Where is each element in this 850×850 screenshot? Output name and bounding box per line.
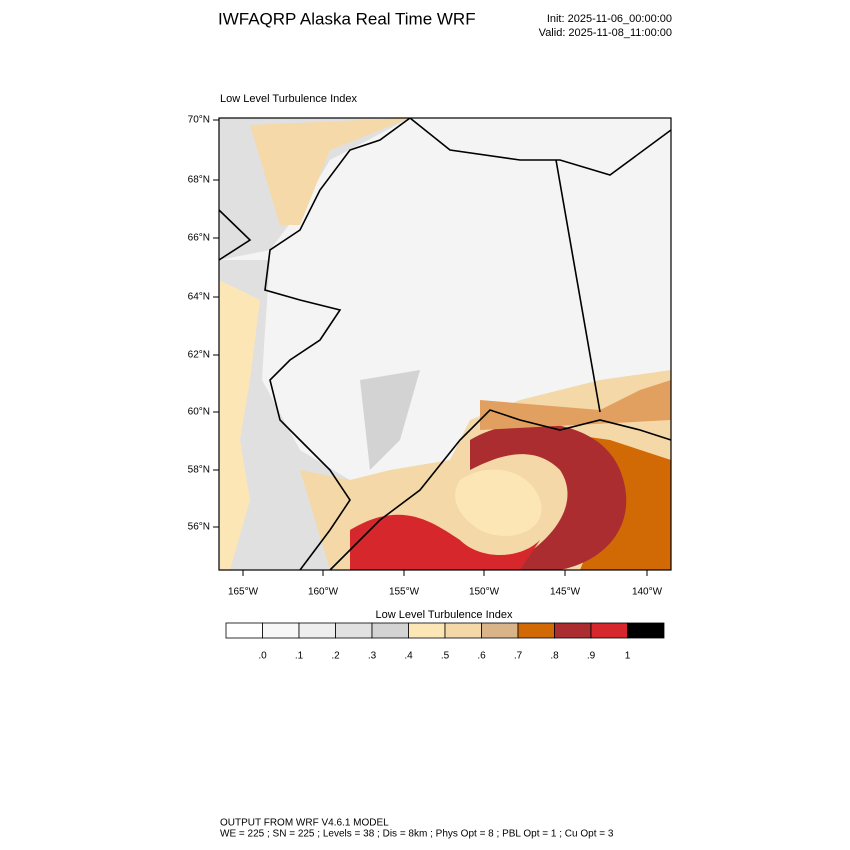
colorbar-box xyxy=(225,622,263,639)
map-field xyxy=(219,118,671,570)
colorbar-box xyxy=(554,622,592,639)
lon-label: 150°W xyxy=(469,587,500,598)
lat-label: 66°N xyxy=(188,233,210,244)
colorbar-box xyxy=(444,622,482,639)
map-frame xyxy=(218,117,672,571)
colorbar-label: .4 xyxy=(404,651,413,662)
coastline xyxy=(218,117,672,571)
lon-label: 160°W xyxy=(308,587,339,598)
colorbar-label: 1 xyxy=(625,651,631,662)
colorbar-box xyxy=(481,622,519,639)
colorbar-label: .0 xyxy=(258,651,267,662)
title: IWFAQRP Alaska Real Time WRF xyxy=(218,9,476,28)
map-title: Low Level Turbulence Index xyxy=(220,93,357,105)
init-time: Init: 2025-11-06_00:00:00 xyxy=(547,13,672,25)
lon-label: 145°W xyxy=(550,587,581,598)
colorbar-title: Low Level Turbulence Index xyxy=(376,609,513,621)
colorbar-label: .8 xyxy=(550,651,559,662)
lat-label: 64°N xyxy=(188,292,210,303)
colorbar-box xyxy=(335,622,373,639)
lat-label: 56°N xyxy=(188,522,210,533)
lon-label: 155°W xyxy=(389,587,420,598)
colorbar-box xyxy=(371,622,409,639)
colorbar-label: .1 xyxy=(295,651,304,662)
colorbar-label: .3 xyxy=(368,651,377,662)
lat-label: 60°N xyxy=(188,407,210,418)
lon-label: 165°W xyxy=(228,587,259,598)
lat-label: 70°N xyxy=(188,115,210,126)
colorbar-label: .9 xyxy=(587,651,596,662)
colorbar-label: .7 xyxy=(514,651,523,662)
lon-label: 140°W xyxy=(632,587,663,598)
lat-label: 68°N xyxy=(188,175,210,186)
footer-line: WE = 225 ; SN = 225 ; Levels = 38 ; Dis … xyxy=(220,829,614,840)
colorbar-label: .5 xyxy=(441,651,450,662)
footer-line: OUTPUT FROM WRF V4.6.1 MODEL xyxy=(220,818,389,829)
colorbar-box xyxy=(517,622,555,639)
lat-label: 62°N xyxy=(188,350,210,361)
colorbar-box xyxy=(590,622,628,639)
colorbar-box xyxy=(408,622,446,639)
lat-label: 58°N xyxy=(188,465,210,476)
colorbar-label: .2 xyxy=(331,651,340,662)
colorbar-box xyxy=(262,622,300,639)
valid-time: Valid: 2025-11-08_11:00:00 xyxy=(539,27,672,39)
colorbar-box xyxy=(298,622,336,639)
colorbar-label: .6 xyxy=(477,651,486,662)
colorbar-box xyxy=(627,622,665,639)
